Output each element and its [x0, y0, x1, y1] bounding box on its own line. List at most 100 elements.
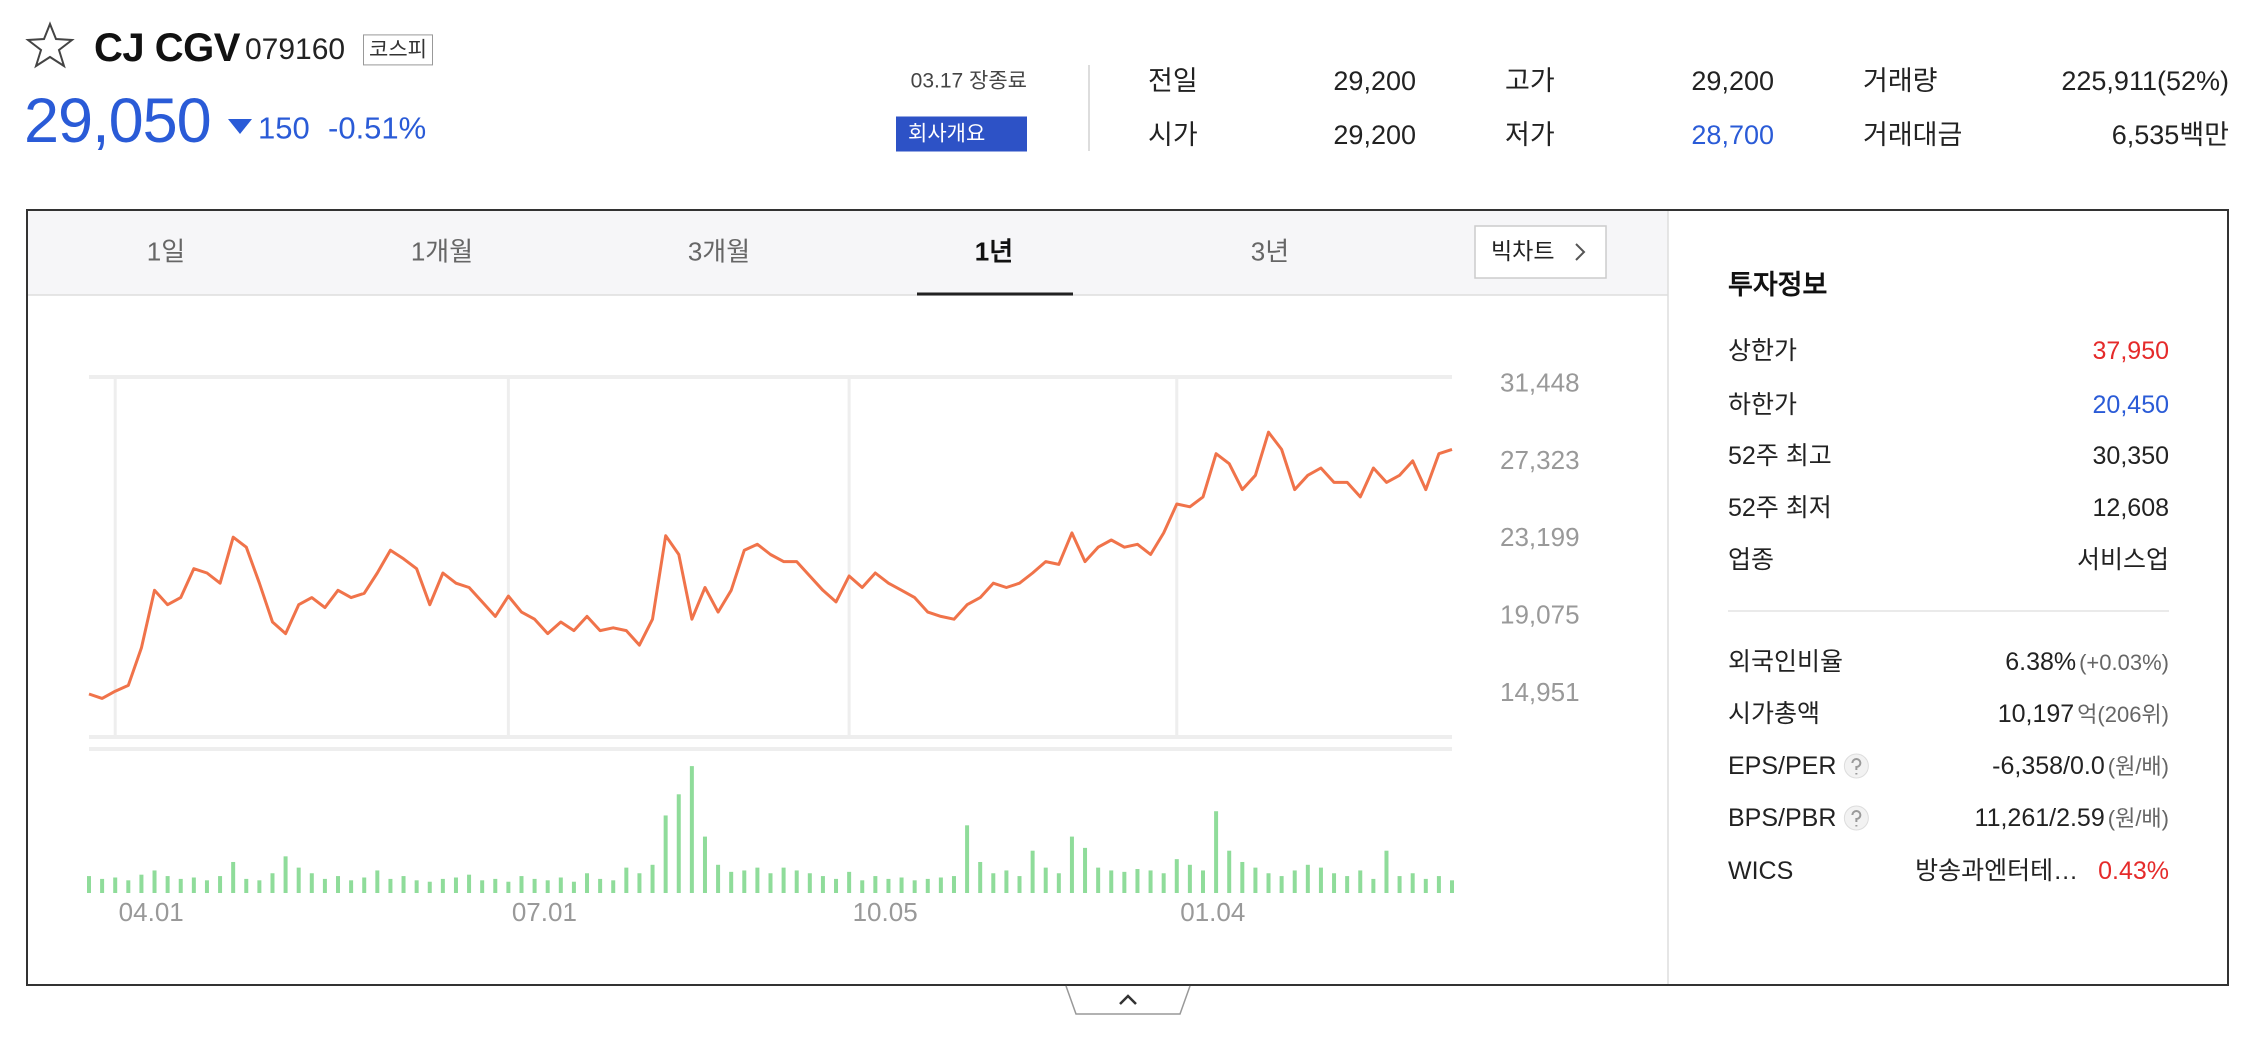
help-icon[interactable] — [1843, 805, 1869, 831]
help-icon[interactable] — [1843, 753, 1869, 779]
info-label: 52주 최저 — [1728, 494, 1832, 522]
volume-bar — [1161, 873, 1166, 893]
y-tick-label: 31,448 — [1500, 367, 1580, 397]
info-value-extra: 0.43% — [2098, 857, 2169, 885]
volume-bar — [1187, 864, 1192, 893]
volume-bar — [768, 873, 773, 893]
volume-bar — [1423, 878, 1428, 893]
volume-bar — [571, 881, 576, 893]
volume-bar — [1174, 859, 1179, 893]
volume-bar — [440, 878, 445, 893]
info-value-main: 37,950 — [2092, 337, 2169, 365]
volume-bar — [113, 877, 118, 893]
volume-bar — [401, 876, 406, 893]
summary-label: 저가 — [1505, 119, 1555, 150]
company-button[interactable]: 회사개요 — [896, 116, 1027, 152]
volume-bar — [873, 876, 878, 893]
volume-bar — [126, 880, 131, 893]
volume-bar — [283, 856, 288, 893]
collapse-tab[interactable] — [1065, 985, 1191, 1015]
volume-bar — [1109, 870, 1114, 893]
volume-bar — [480, 880, 485, 893]
volume-bar — [178, 878, 183, 893]
volume-bar — [729, 871, 734, 893]
volume-bar — [493, 878, 498, 893]
period-tab[interactable]: 1개월 — [410, 236, 474, 267]
volume-bar — [87, 876, 91, 893]
favorite-star[interactable] — [25, 21, 75, 69]
info-value-main: 11,261/2.59 — [1974, 804, 2105, 832]
volume-bar — [676, 794, 681, 893]
x-tick-label: 10.05 — [853, 897, 918, 927]
volume-bar — [244, 878, 249, 893]
volume-bar — [506, 881, 511, 893]
info-value-main: 12,608 — [2092, 494, 2169, 522]
period-tab[interactable]: 3개월 — [687, 236, 751, 267]
info-value: 30,350 — [2093, 441, 2169, 471]
volume-bar — [1305, 864, 1310, 893]
volume-bar — [100, 878, 105, 893]
volume-bar — [1436, 876, 1441, 893]
volume-bar — [781, 867, 786, 893]
volume-bar — [1384, 850, 1389, 893]
volume-bar — [611, 880, 616, 893]
market-badge: 코스피 — [363, 34, 433, 66]
volume-bar — [1240, 861, 1245, 893]
volume-bar — [139, 874, 144, 893]
info-value-extra: 억(206위) — [2077, 702, 2169, 727]
volume-bar — [1200, 870, 1205, 893]
volume-bar — [532, 878, 537, 893]
volume-bar — [1056, 873, 1061, 893]
info-value: 11,261/2.59 (원/배) — [1975, 803, 2169, 833]
info-value-main: 6.38% — [2005, 648, 2077, 676]
volume-bar — [1266, 873, 1271, 893]
volume-bar — [519, 876, 524, 893]
panel-title: 투자정보 — [1728, 269, 1828, 300]
period-tab[interactable]: 1년 — [974, 236, 1014, 267]
volume-bar — [755, 867, 760, 893]
info-value-extra: (원/배) — [2107, 754, 2169, 779]
volume-bar — [585, 873, 590, 893]
volume-bar — [1030, 850, 1035, 893]
volume-bar — [322, 878, 327, 893]
volume-bar — [165, 876, 170, 893]
collapse-caret — [1119, 994, 1137, 1005]
volume-bar — [388, 878, 393, 893]
tab-bar — [28, 211, 1668, 295]
current-price: 29,050 — [24, 86, 212, 157]
info-value: 방송과엔터테… 0.43% — [1915, 856, 2169, 886]
big-chart-label: 빅차트 — [1491, 238, 1555, 265]
volume-bar — [1214, 811, 1219, 893]
volume-bar — [349, 880, 354, 893]
volume-bar — [1318, 867, 1323, 893]
volume-bar — [1253, 867, 1258, 893]
volume-bar — [296, 867, 301, 893]
volume-bar — [467, 874, 472, 893]
volume-bar — [1083, 847, 1088, 893]
volume-bar — [1227, 850, 1232, 893]
volume-bar — [362, 877, 367, 893]
info-value: 12,608 — [2093, 493, 2169, 523]
volume-bar — [336, 876, 341, 893]
summary-label: 거래대금 — [1863, 119, 1963, 150]
y-tick-label: 19,075 — [1500, 600, 1580, 630]
volume-bar — [270, 873, 275, 893]
volume-bar — [978, 861, 983, 893]
down-arrow — [228, 119, 252, 134]
summary-label: 시가 — [1148, 119, 1198, 150]
volume-bar — [689, 766, 694, 893]
info-value: 서비스업 — [2077, 545, 2169, 575]
period-tab[interactable]: 1일 — [146, 236, 186, 267]
market-status: 03.17 장종료 — [910, 69, 1027, 93]
volume-bar — [847, 871, 852, 893]
volume-bar — [1122, 871, 1127, 893]
volume-bar — [1332, 873, 1337, 893]
period-tab[interactable]: 3년 — [1250, 236, 1290, 267]
volume-bar — [624, 867, 629, 893]
info-label: EPS/PER — [1728, 752, 1837, 780]
info-value: 20,450 — [2093, 390, 2169, 420]
summary-value: 225,911(52%) — [2061, 65, 2229, 96]
volume-bar — [1397, 876, 1402, 893]
stock-name: CJ CGV — [94, 26, 240, 70]
